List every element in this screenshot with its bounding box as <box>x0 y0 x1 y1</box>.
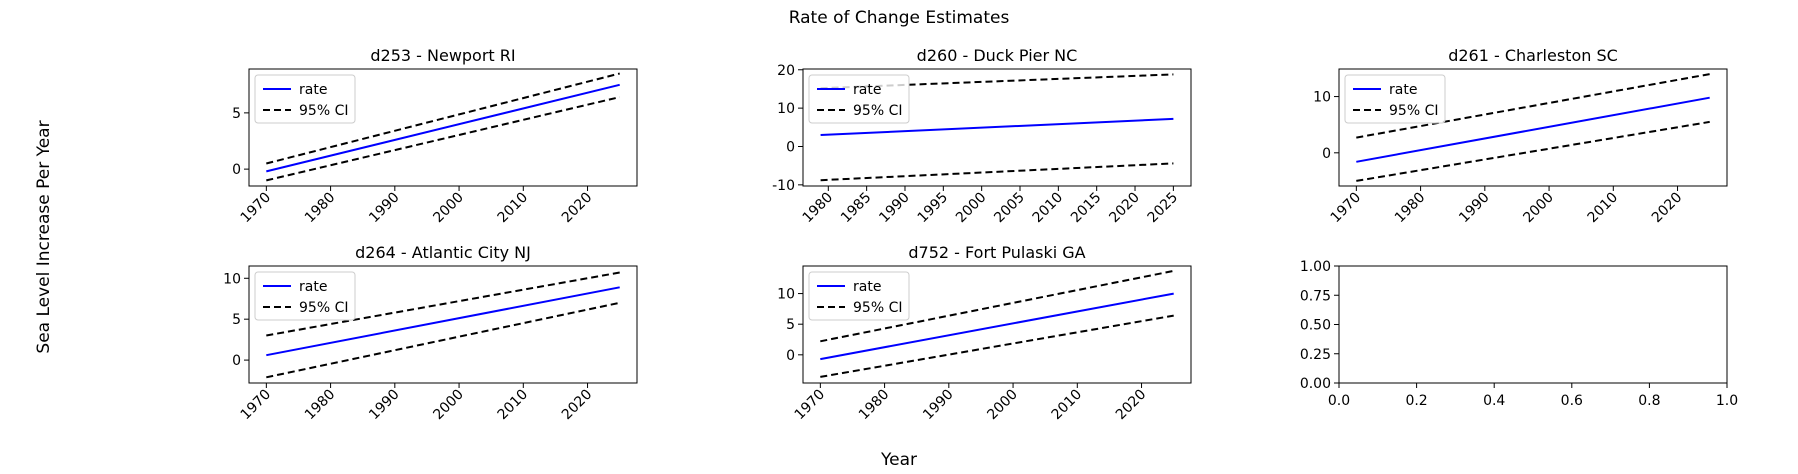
y-tick-label: 0.75 <box>1300 288 1331 304</box>
legend-ci-label: 95% CI <box>299 103 348 119</box>
rate-line <box>266 286 620 357</box>
legend-ci-label: 95% CI <box>1389 103 1438 119</box>
figure-x-label: Year <box>880 450 917 470</box>
ci-upper-line <box>266 271 620 337</box>
y-tick-label: 0 <box>232 353 241 369</box>
axes-frame <box>248 265 638 384</box>
y-tick-label: 0.25 <box>1300 347 1331 363</box>
x-tick-label: 0.2 <box>1405 393 1427 409</box>
legend: rate 95% CI <box>254 74 356 124</box>
x-tick-label: 1.0 <box>1716 393 1738 409</box>
x-tick-label: 0.8 <box>1638 393 1660 409</box>
legend-rate-label: rate <box>299 82 327 98</box>
legend-ci-label: 95% CI <box>853 300 902 316</box>
axes-frame <box>248 68 638 187</box>
y-tick-label: 0.50 <box>1300 318 1331 334</box>
y-tick-label: 10 <box>1313 90 1331 106</box>
legend-rate-label: rate <box>853 82 881 98</box>
ci-lower-line <box>820 162 1174 182</box>
ci-lower-line <box>266 301 620 379</box>
subplot-title: d260 - Duck Pier NC <box>917 46 1078 65</box>
series-group <box>266 72 620 182</box>
figure-y-label: Sea Level Increase Per Year <box>34 120 54 353</box>
subplot-title: d253 - Newport RI <box>370 46 515 65</box>
subplot-6: 0.0 0.2 0.4 0.6 0.8 1.0 0.00 0.25 0.50 0.75 1.00 <box>1300 259 1738 409</box>
rate-line <box>820 292 1174 361</box>
y-tick-label: 10 <box>223 271 241 287</box>
y-tick-label: 10 <box>777 287 795 303</box>
ci-upper-line <box>1356 73 1710 139</box>
rate-line <box>266 83 620 173</box>
legend: rate 95% CI <box>808 74 910 124</box>
ci-lower-line <box>820 314 1174 378</box>
ci-upper-line <box>820 269 1174 343</box>
y-tick-label: 5 <box>232 106 241 122</box>
legend-rate-label: rate <box>853 279 881 295</box>
legend-rate-label: rate <box>299 279 327 295</box>
series-group <box>820 269 1174 378</box>
series-group <box>1356 73 1710 182</box>
y-tick-label: 5 <box>232 312 241 328</box>
ci-upper-line <box>266 72 620 165</box>
y-tick-label: 5 <box>786 317 795 333</box>
x-tick-label: 0.6 <box>1561 393 1583 409</box>
legend: rate 95% CI <box>808 271 910 321</box>
series-group <box>266 271 620 379</box>
legend-ci-label: 95% CI <box>299 300 348 316</box>
legend: rate 95% CI <box>254 271 356 321</box>
y-tick-label: 0 <box>232 162 241 178</box>
y-tick-label: 0 <box>786 348 795 364</box>
x-tick-label: 0.4 <box>1483 393 1505 409</box>
ci-lower-line <box>1356 120 1710 182</box>
legend: rate 95% CI <box>1344 74 1446 124</box>
x-tick-label: 0.0 <box>1328 393 1350 409</box>
y-tick-label: -10 <box>772 178 795 194</box>
legend-rate-label: rate <box>1389 82 1417 98</box>
rate-line <box>1356 96 1710 163</box>
y-tick-label: 20 <box>777 63 795 79</box>
y-tick-label: 0 <box>1322 146 1331 162</box>
y-tick-label: 0.00 <box>1300 376 1331 392</box>
axes-frame <box>1338 68 1728 187</box>
legend-ci-label: 95% CI <box>853 103 902 119</box>
axes-frame <box>802 68 1192 187</box>
rate-line <box>820 117 1174 136</box>
subplot-title: d752 - Fort Pulaski GA <box>908 243 1085 262</box>
y-tick-label: 0 <box>786 139 795 155</box>
ci-lower-line <box>266 96 620 182</box>
y-tick-label: 1.00 <box>1300 259 1331 275</box>
y-tick-label: 10 <box>777 101 795 117</box>
figure-title: Rate of Change Estimates <box>789 8 1010 28</box>
subplot-title: d261 - Charleston SC <box>1448 46 1618 65</box>
subplot-title: d264 - Atlantic City NJ <box>355 243 531 262</box>
